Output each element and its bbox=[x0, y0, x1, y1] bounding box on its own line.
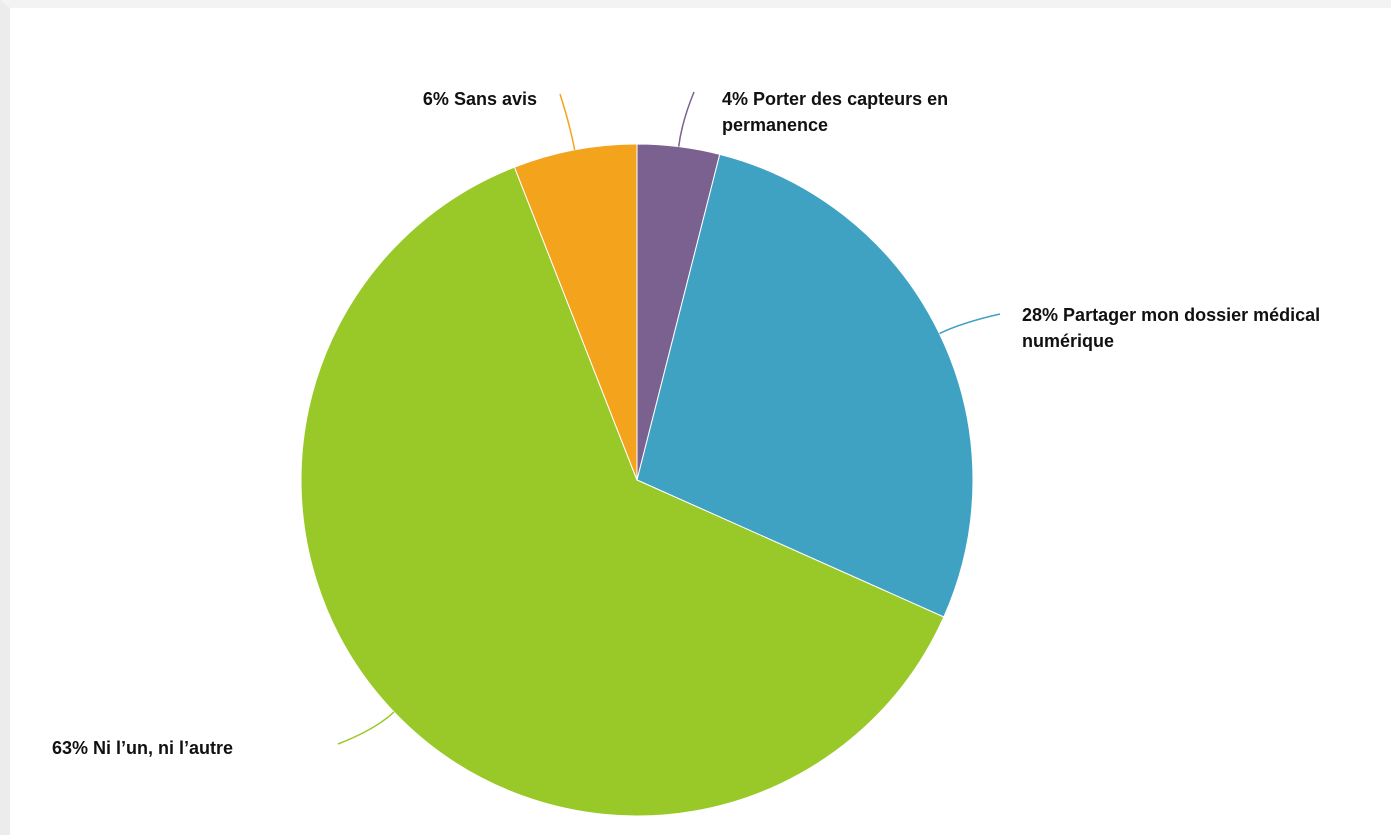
value-label: 63% bbox=[52, 738, 89, 758]
leader-line bbox=[337, 711, 395, 745]
slice-label: 6% Sans avis bbox=[423, 86, 537, 112]
leader-line bbox=[677, 91, 695, 147]
category-label: Ni l’un, ni l’autre bbox=[93, 738, 234, 758]
category-label: Partager mon dossier médical numérique bbox=[1022, 305, 1321, 351]
value-label: 6% bbox=[422, 89, 449, 109]
slice-label: 4% Porter des capteurs en permanence bbox=[722, 86, 1052, 138]
value-label: 4% bbox=[722, 89, 749, 109]
pie-slice bbox=[300, 166, 945, 817]
slice-label: 28% Partager mon dossier médical numériq… bbox=[1022, 302, 1352, 354]
category-label: Porter des capteurs en permanence bbox=[722, 89, 949, 135]
pie-slice bbox=[513, 143, 638, 481]
pie-slice bbox=[636, 153, 974, 618]
leader-line bbox=[559, 93, 576, 150]
leader-line bbox=[939, 313, 1001, 335]
value-label: 28% bbox=[1022, 305, 1059, 325]
slice-label: 63% Ni l’un, ni l’autre bbox=[52, 735, 382, 761]
category-label: Sans avis bbox=[453, 89, 537, 109]
